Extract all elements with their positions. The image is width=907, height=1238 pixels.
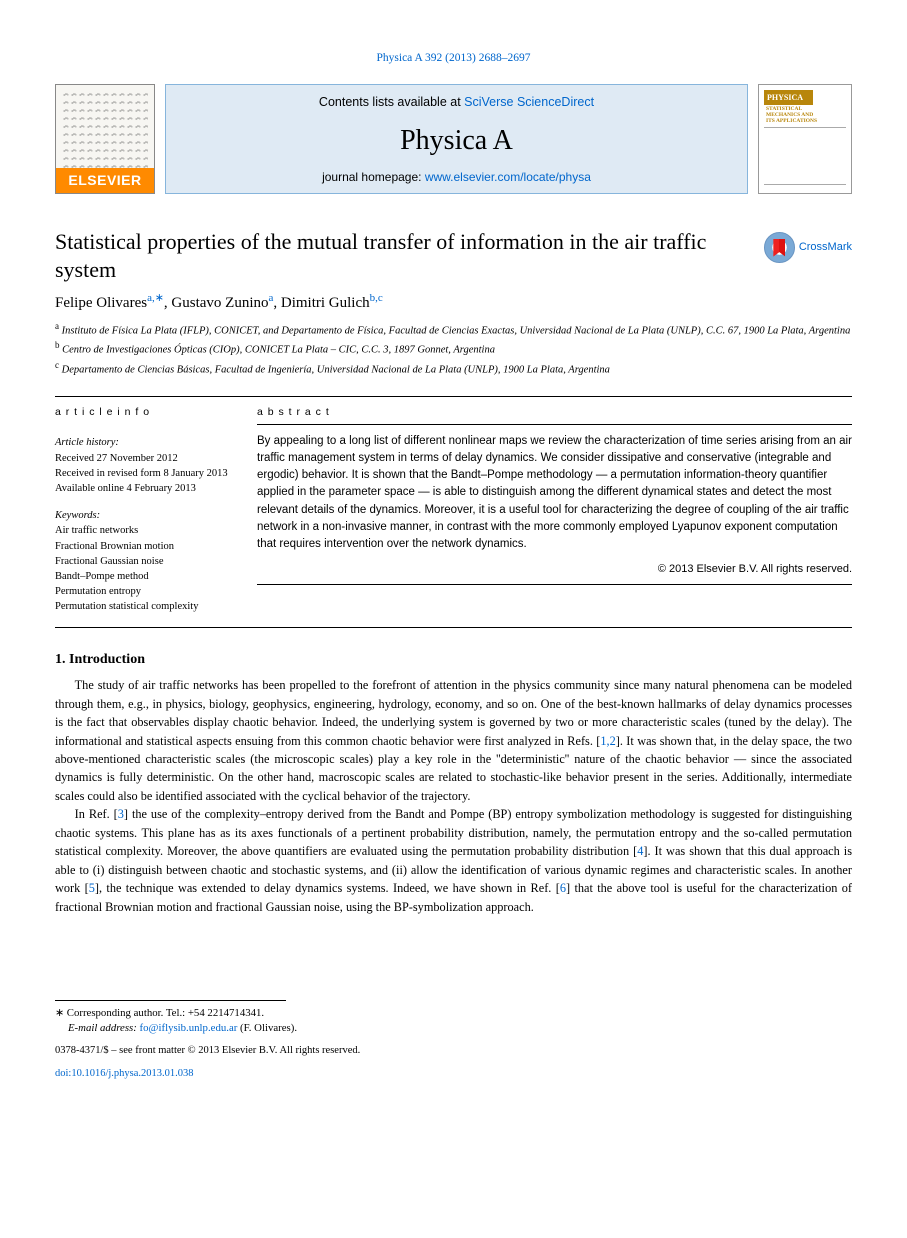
ref-1-2[interactable]: 1,2 (600, 734, 615, 748)
email-label: E-mail address: (68, 1022, 137, 1034)
citation-link[interactable]: Physica A 392 (2013) 2688–2697 (377, 52, 531, 64)
affil-a: Instituto de Física La Plata (IFLP), CON… (62, 326, 851, 337)
crossmark-label: CrossMark (799, 240, 852, 255)
homepage-link[interactable]: www.elsevier.com/locate/physa (425, 170, 591, 184)
p2-pre: In Ref. [ (75, 807, 118, 821)
homepage-line: journal homepage: www.elsevier.com/locat… (322, 169, 591, 186)
homepage-prefix: journal homepage: (322, 170, 425, 184)
article-info-heading: a r t i c l e i n f o (55, 405, 229, 420)
doi-link[interactable]: doi:10.1016/j.physa.2013.01.038 (55, 1068, 194, 1079)
crossmark-icon (764, 232, 795, 263)
author-2-affil[interactable]: a (269, 292, 274, 304)
author-2: Gustavo Zunino (171, 295, 268, 311)
crossmark-button[interactable]: CrossMark (764, 232, 852, 263)
body-text: The study of air traffic networks has be… (55, 676, 852, 916)
journal-title: Physica A (400, 121, 513, 160)
keyword-5: Permutation statistical complexity (55, 599, 229, 614)
corr-label: Corresponding author. Tel.: +54 22147143… (67, 1007, 264, 1019)
p2-mid3: ], the technique was extended to delay d… (95, 881, 560, 895)
abstract-block: a b s t r a c t By appealing to a long l… (257, 405, 852, 615)
cover-title: PHYSICA (764, 90, 813, 105)
abstract-heading: a b s t r a c t (257, 405, 852, 421)
keyword-0: Air traffic networks (55, 523, 229, 538)
received-date: Received 27 November 2012 (55, 451, 229, 466)
author-list: Felipe Olivaresa,∗, Gustavo Zuninoa, Dim… (55, 291, 852, 314)
sciencedirect-link[interactable]: SciVerse ScienceDirect (464, 95, 594, 109)
footnotes: ∗ Corresponding author. Tel.: +54 221471… (55, 1006, 852, 1036)
citation-line: Physica A 392 (2013) 2688–2697 (55, 50, 852, 66)
author-1-corr[interactable]: ∗ (155, 292, 164, 304)
author-3: Dimitri Gulich (281, 295, 370, 311)
available-date: Available online 4 February 2013 (55, 481, 229, 496)
keyword-2: Fractional Gaussian noise (55, 554, 229, 569)
abstract-text: By appealing to a long list of different… (257, 433, 852, 554)
elsevier-label: ELSEVIER (56, 168, 154, 194)
paper-title: Statistical properties of the mutual tra… (55, 228, 750, 283)
affiliations: a Instituto de Física La Plata (IFLP), C… (55, 320, 852, 378)
elsevier-tree-icon (62, 91, 148, 169)
front-matter-line: 0378-4371/$ – see front matter © 2013 El… (55, 1044, 852, 1059)
corr-star: ∗ (55, 1007, 64, 1019)
email-suffix: (F. Olivares). (237, 1022, 297, 1034)
revised-date: Received in revised form 8 January 2013 (55, 466, 229, 481)
corr-email-link[interactable]: fo@iflysib.unlp.edu.ar (140, 1022, 238, 1034)
cover-subtitle: STATISTICAL MECHANICS AND ITS APPLICATIO… (764, 105, 821, 124)
journal-banner: Contents lists available at SciVerse Sci… (165, 84, 748, 194)
author-1: Felipe Olivares (55, 295, 147, 311)
author-3-affil[interactable]: b,c (370, 292, 383, 304)
section-1-heading: 1. Introduction (55, 650, 852, 670)
contents-line: Contents lists available at SciVerse Sci… (319, 94, 594, 112)
masthead: ELSEVIER Contents lists available at Sci… (55, 84, 852, 194)
article-info: a r t i c l e i n f o Article history: R… (55, 405, 229, 615)
contents-prefix: Contents lists available at (319, 95, 464, 109)
keyword-3: Bandt–Pompe method (55, 569, 229, 584)
affil-c: Departamento de Ciencias Básicas, Facult… (62, 364, 610, 375)
elsevier-logo[interactable]: ELSEVIER (55, 84, 155, 194)
history-label: Article history: (55, 435, 229, 450)
keyword-1: Fractional Brownian motion (55, 539, 229, 554)
keywords-label: Keywords: (55, 508, 229, 523)
affil-b: Centro de Investigaciones Ópticas (CIOp)… (62, 345, 495, 356)
author-1-affil[interactable]: a, (147, 292, 155, 304)
copyright-line: © 2013 Elsevier B.V. All rights reserved… (257, 561, 852, 578)
journal-cover-thumb[interactable]: PHYSICA STATISTICAL MECHANICS AND ITS AP… (758, 84, 852, 194)
keyword-4: Permutation entropy (55, 584, 229, 599)
